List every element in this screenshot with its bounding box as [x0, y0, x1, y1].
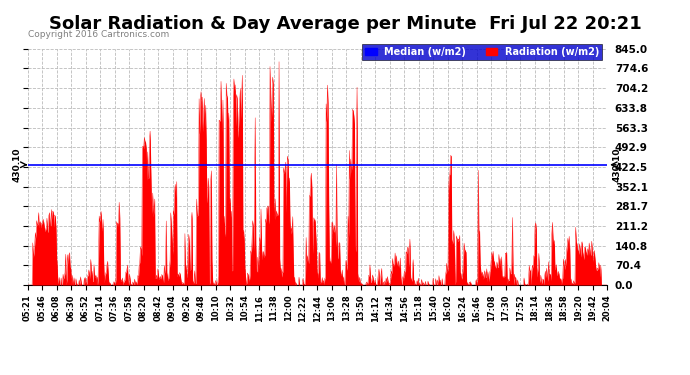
- Text: Copyright 2016 Cartronics.com: Copyright 2016 Cartronics.com: [28, 30, 169, 39]
- Legend: Median (w/m2), Radiation (w/m2): Median (w/m2), Radiation (w/m2): [362, 44, 602, 60]
- Text: 430.10: 430.10: [613, 147, 622, 182]
- Text: Solar Radiation & Day Average per Minute  Fri Jul 22 20:21: Solar Radiation & Day Average per Minute…: [48, 15, 642, 33]
- Text: 430.10: 430.10: [13, 147, 22, 182]
